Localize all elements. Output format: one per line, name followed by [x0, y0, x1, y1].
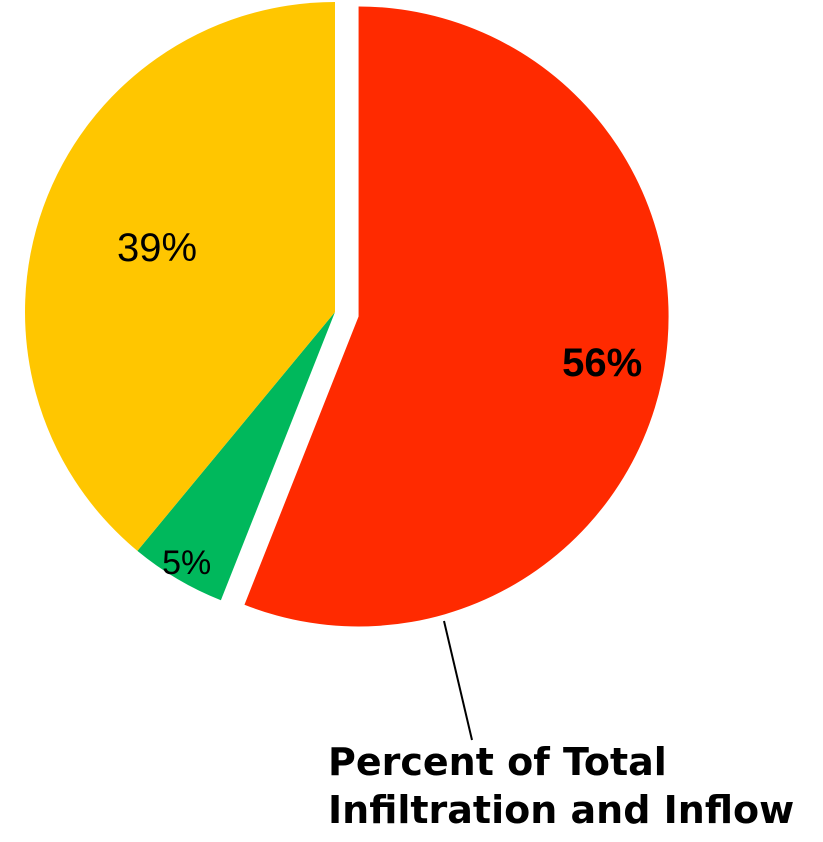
annotation-text: Percent of Total Infiltration and Inflow: [328, 738, 794, 834]
pie-slice-39: [25, 2, 336, 551]
pie-slice-56: [244, 6, 669, 627]
annotation-line-2: Infiltration and Inflow: [328, 788, 795, 832]
pie-slice-5: [137, 312, 335, 601]
pie-label-5: 5%: [162, 544, 211, 582]
annotation-line-1: Percent of Total: [328, 740, 667, 784]
pie-label-39: 39%: [117, 226, 197, 270]
pie-labels: 56% 5% 39%: [117, 226, 642, 582]
pie-slices: [25, 2, 669, 627]
pie-label-56: 56%: [562, 341, 642, 385]
